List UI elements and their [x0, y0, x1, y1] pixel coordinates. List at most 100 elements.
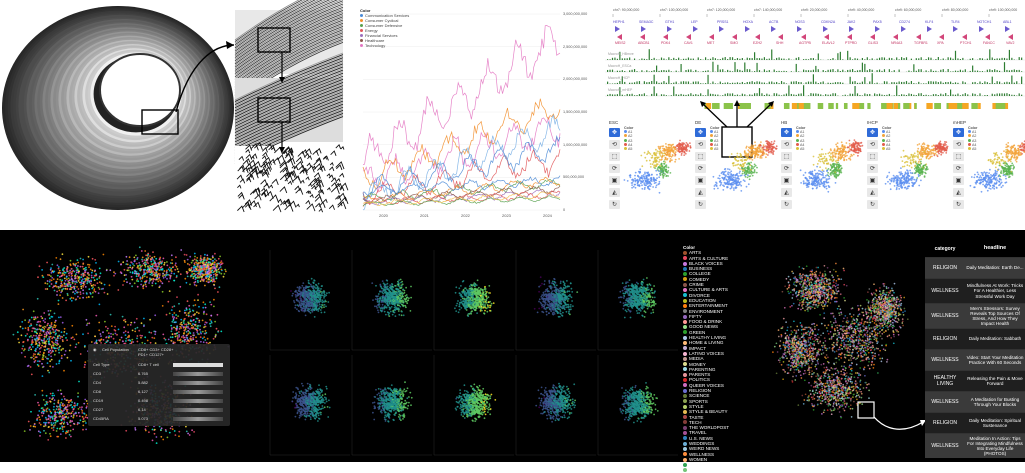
pan-icon[interactable]: ✥: [953, 128, 964, 137]
gene-label[interactable]: ELAVL2: [822, 41, 835, 45]
gene-label[interactable]: MEIS2: [615, 41, 626, 45]
gene-label[interactable]: LEP: [691, 20, 698, 24]
embedding-selection-box: [722, 127, 752, 157]
reset-icon[interactable]: ⟳: [781, 164, 792, 173]
refresh-icon[interactable]: ↻: [781, 200, 792, 209]
gene-label[interactable]: PTCH1: [960, 41, 971, 45]
gene-label[interactable]: GTH1: [665, 20, 674, 24]
category-legend-item[interactable]: WORLDPOST: [683, 467, 729, 472]
gene-label[interactable]: PAX5: [873, 20, 882, 24]
camera-icon[interactable]: ▣: [781, 176, 792, 185]
legend-swatch-icon: [683, 251, 687, 255]
legend-swatch-icon: [683, 256, 687, 260]
gene-label[interactable]: ABL1: [1003, 20, 1012, 24]
gene-label[interactable]: GLIS3: [868, 41, 878, 45]
gene-label[interactable]: EZH2: [753, 41, 762, 45]
refresh-icon[interactable]: ↻: [695, 200, 706, 209]
rotate-icon[interactable]: ⟲: [695, 140, 706, 149]
gene-label[interactable]: HEPH1: [613, 20, 625, 24]
gene-label[interactable]: VAV2: [1006, 41, 1014, 45]
pan-icon[interactable]: ✥: [609, 128, 620, 137]
reset-icon[interactable]: ⟳: [867, 164, 878, 173]
gene-label[interactable]: TLR4: [951, 20, 960, 24]
pan-icon[interactable]: ✥: [695, 128, 706, 137]
embedding-legend-item[interactable]: A5: [624, 147, 633, 151]
news-col-headline[interactable]: headline: [965, 245, 1025, 252]
rotate-icon[interactable]: ⟲: [781, 140, 792, 149]
gene-label[interactable]: SEMA3C: [639, 20, 653, 24]
legend-swatch-icon: [360, 44, 363, 47]
gene-label[interactable]: NR4A3: [891, 41, 902, 45]
gene-label[interactable]: CAV1: [684, 41, 693, 45]
gene-label[interactable]: PDK4: [661, 41, 670, 45]
genome-axis: [613, 14, 989, 17]
reset-icon[interactable]: ⟳: [695, 164, 706, 173]
gene-label[interactable]: AGTPB: [799, 41, 811, 45]
gene-label[interactable]: PTPRD: [845, 41, 857, 45]
gene-label[interactable]: KLF4: [925, 20, 933, 24]
camera-icon[interactable]: ▣: [953, 176, 964, 185]
attractor-figure: [0, 0, 355, 225]
gene-label[interactable]: XPA: [937, 41, 944, 45]
gene-label[interactable]: NOTCH1: [977, 20, 991, 24]
gene-label[interactable]: FANCC: [983, 41, 995, 45]
gene-label[interactable]: ABCB1: [638, 41, 649, 45]
lasso-icon[interactable]: ◭: [781, 188, 792, 197]
reset-icon[interactable]: ⟳: [609, 164, 620, 173]
rotate-icon[interactable]: ⟲: [953, 140, 964, 149]
lasso-icon[interactable]: ◭: [867, 188, 878, 197]
select-icon[interactable]: ⬚: [953, 152, 964, 161]
gene-label[interactable]: JAK2: [847, 20, 855, 24]
gene-label[interactable]: CDKN2A: [821, 20, 835, 24]
news-category-cell: RELIGION: [925, 265, 965, 271]
gene-label[interactable]: NOS3: [795, 20, 805, 24]
refresh-icon[interactable]: ↻: [867, 200, 878, 209]
cell-marker-histogram: [173, 417, 223, 421]
pan-icon[interactable]: ✥: [867, 128, 878, 137]
select-icon[interactable]: ⬚: [867, 152, 878, 161]
gene-label[interactable]: SMO: [730, 41, 738, 45]
camera-icon[interactable]: ▣: [867, 176, 878, 185]
refresh-icon[interactable]: ↻: [953, 200, 964, 209]
stock-y-tick: 1,500,000,000: [563, 110, 587, 114]
gene-label[interactable]: CD274: [899, 20, 910, 24]
embedding-legend-item[interactable]: A5: [882, 147, 891, 151]
news-link-arrow: [874, 417, 923, 429]
legend-swatch-icon: [683, 442, 687, 446]
news-category-cell: WELLNESS: [925, 357, 965, 363]
stock-legend-item[interactable]: Technology: [360, 43, 409, 48]
lasso-icon[interactable]: ◭: [695, 188, 706, 197]
rotate-icon[interactable]: ⟲: [609, 140, 620, 149]
embedding-legend-item[interactable]: A5: [710, 147, 719, 151]
camera-icon[interactable]: ▣: [695, 176, 706, 185]
lasso-icon[interactable]: ◭: [953, 188, 964, 197]
news-col-category[interactable]: category: [925, 246, 965, 252]
embedding-legend-item[interactable]: A5: [968, 147, 977, 151]
gene-label[interactable]: MET: [707, 41, 714, 45]
gene-label[interactable]: SHH: [776, 41, 783, 45]
gene-label[interactable]: PRSS1: [717, 20, 728, 24]
gene-label[interactable]: TGFBR1: [914, 41, 928, 45]
reset-icon[interactable]: ⟳: [953, 164, 964, 173]
gene-label[interactable]: ACTB: [769, 20, 778, 24]
lasso-icon[interactable]: ◭: [609, 188, 620, 197]
embedding-legend-item[interactable]: A5: [796, 147, 805, 151]
pan-icon[interactable]: ✥: [781, 128, 792, 137]
rotate-icon[interactable]: ⟲: [867, 140, 878, 149]
select-icon[interactable]: ⬚: [781, 152, 792, 161]
stock-x-tick: 2022: [461, 213, 470, 218]
select-icon[interactable]: ⬚: [695, 152, 706, 161]
gene-label[interactable]: HOXA: [743, 20, 753, 24]
camera-icon[interactable]: ▣: [609, 176, 620, 185]
refresh-icon[interactable]: ↻: [609, 200, 620, 209]
select-icon[interactable]: ⬚: [609, 152, 620, 161]
